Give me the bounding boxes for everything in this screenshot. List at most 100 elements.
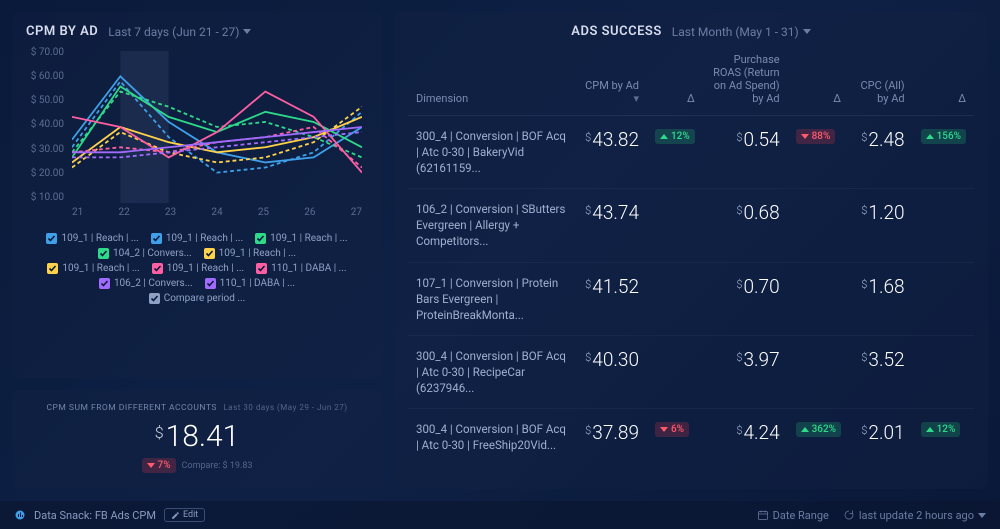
legend-item[interactable]: 109_1 | Reach | ... [204,248,296,259]
y-tick: $ 10.00 [26,192,68,203]
legend-checkbox-icon [98,248,109,259]
y-tick: $ 30.00 [26,144,68,155]
col-dimension[interactable]: Dimension [408,47,576,116]
delta-badge: 12% [921,422,961,437]
legend-label: 109_1 | Reach | ... [61,233,138,244]
edit-button[interactable]: Edit [164,508,205,522]
legend-label: 110_1 | DABA | ... [220,278,295,289]
table-row[interactable]: 300_4 | Conversion | BOF Acq | Atc 0-30 … [408,116,974,189]
dimension-cell: 300_4 | Conversion | BOF Acq | Atc 0-30 … [416,348,568,396]
legend-label: Compare period ... [164,293,246,304]
legend-item[interactable]: 109_1 | Reach | ... [255,233,347,244]
roas-cell: $4.24 [703,409,788,466]
chart-date-range[interactable]: Last 7 days (Jun 21 - 27) [108,25,251,39]
roas-cell: $0.54 [703,116,788,189]
legend-label: 109_1 | Reach | ... [166,233,243,244]
col-roas-delta[interactable]: Δ [788,47,849,116]
triangle-up-icon [926,134,934,139]
legend-item[interactable]: 109_1 | Reach | ... [152,263,244,274]
dimension-cell: 106_2 | Conversion | SButters Evergreen … [416,201,568,249]
legend-checkbox-icon [151,233,162,244]
table-row[interactable]: 300_4 | Conversion | BOF Acq | Atc 0-30 … [408,409,974,466]
col-cpc[interactable]: CPC (All) by Ad [849,47,913,116]
col-cpm-delta[interactable]: Δ [647,47,703,116]
triangle-up-icon [926,427,934,432]
dollar-sign: $ [155,423,164,442]
summary-compare-text: Compare: $ 19.83 [182,461,253,471]
legend-checkbox-icon [149,293,160,304]
summary-delta-badge: 7% [142,458,176,473]
legend-item[interactable]: 106_2 | Convers... [99,278,193,289]
roas-cell: $0.68 [703,189,788,262]
x-tick: 25 [258,207,269,227]
col-roas[interactable]: Purchase ROAS (Return on Ad Spend) by Ad [703,47,788,116]
triangle-down-icon [660,427,668,432]
triangle-down-icon [801,134,809,139]
y-tick: $ 70.00 [26,47,68,58]
calendar-icon [757,509,769,521]
summary-subtitle: Last 30 days (May 29 - Jun 27) [223,403,347,412]
ads-success-panel: ADS SUCCESS Last Month (May 1 - 31) Dime… [394,12,988,489]
legend-item[interactable]: 104_2 | Convers... [98,248,192,259]
legend-checkbox-icon [46,233,57,244]
x-tick: 26 [304,207,315,227]
cpm-delta-cell: 12% [647,116,703,189]
table-date-range[interactable]: Last Month (May 1 - 31) [672,25,811,39]
legend-checkbox-icon [99,278,110,289]
chevron-down-icon [243,29,251,34]
cpc-cell: $1.68 [849,262,913,335]
legend-label: 106_2 | Convers... [114,278,193,289]
delta-badge: 88% [796,129,836,144]
legend-label: 109_1 | Reach | ... [167,263,244,274]
y-tick: $ 40.00 [26,119,68,130]
cpm-sum-panel: CPM SUM FROM DIFFERENT ACCOUNTS Last 30 … [12,389,382,489]
cpc-delta-cell: 156% [913,116,974,189]
cpc-cell: $1.20 [849,189,913,262]
legend-checkbox-icon [204,248,215,259]
summary-value: $18.41 [28,419,366,454]
legend-label: 104_2 | Convers... [113,248,192,259]
legend-item[interactable]: 109_1 | Reach | ... [47,263,139,274]
x-tick: 23 [165,207,176,227]
roas-delta-cell: 362% [788,409,849,466]
x-tick: 24 [211,207,222,227]
table-row[interactable]: 107_1 | Conversion | Protein Bars Evergr… [408,262,974,335]
y-tick: $ 60.00 [26,71,68,82]
legend-item[interactable]: 109_1 | Reach | ... [151,233,243,244]
dimension-cell: 300_4 | Conversion | BOF Acq | Atc 0-30 … [416,421,568,453]
cpc-delta-cell [913,189,974,262]
legend-compare-item[interactable]: Compare period ... [127,293,267,304]
roas-delta-cell [788,189,849,262]
cpc-delta-cell: 12% [913,409,974,466]
legend-item[interactable]: 110_1 | DABA | ... [256,263,346,274]
sort-desc-icon: ▾ [633,92,639,105]
table-date-range-label: Last Month (May 1 - 31) [672,25,799,39]
cpm-cell: $37.89 [576,409,647,466]
col-cpc-delta[interactable]: Δ [913,47,974,116]
last-update-button[interactable]: last update 2 hours ago [843,509,986,522]
roas-delta-cell [788,335,849,408]
dimension-cell: 300_4 | Conversion | BOF Acq | Atc 0-30 … [416,128,568,176]
chart-area: $ 70.00$ 60.00$ 50.00$ 40.00$ 30.00$ 20.… [26,47,368,227]
roas-delta-cell [788,262,849,335]
cpm-cell: $43.74 [576,189,647,262]
chart-x-axis: 21222324252627 [72,207,362,227]
legend-item[interactable]: 110_1 | DABA | ... [205,278,295,289]
app-logo-icon [14,509,26,521]
date-range-button[interactable]: Date Range [757,509,829,522]
legend-item[interactable]: 109_1 | Reach | ... [46,233,138,244]
legend-checkbox-icon [47,263,58,274]
table-row[interactable]: 300_4 | Conversion | BOF Acq | Atc 0-30 … [408,335,974,408]
delta-badge: 362% [796,422,841,437]
triangle-down-icon [147,463,155,468]
roas-cell: $0.70 [703,262,788,335]
x-tick: 22 [118,207,129,227]
delta-badge: 156% [921,129,966,144]
delta-badge: 12% [655,129,695,144]
legend-checkbox-icon [152,263,163,274]
cpm-delta-cell: 6% [647,409,703,466]
pencil-icon [171,511,180,520]
table-row[interactable]: 106_2 | Conversion | SButters Evergreen … [408,189,974,262]
chart-title: CPM BY AD [26,24,98,39]
col-cpm[interactable]: CPM by Ad▾ [576,47,647,116]
